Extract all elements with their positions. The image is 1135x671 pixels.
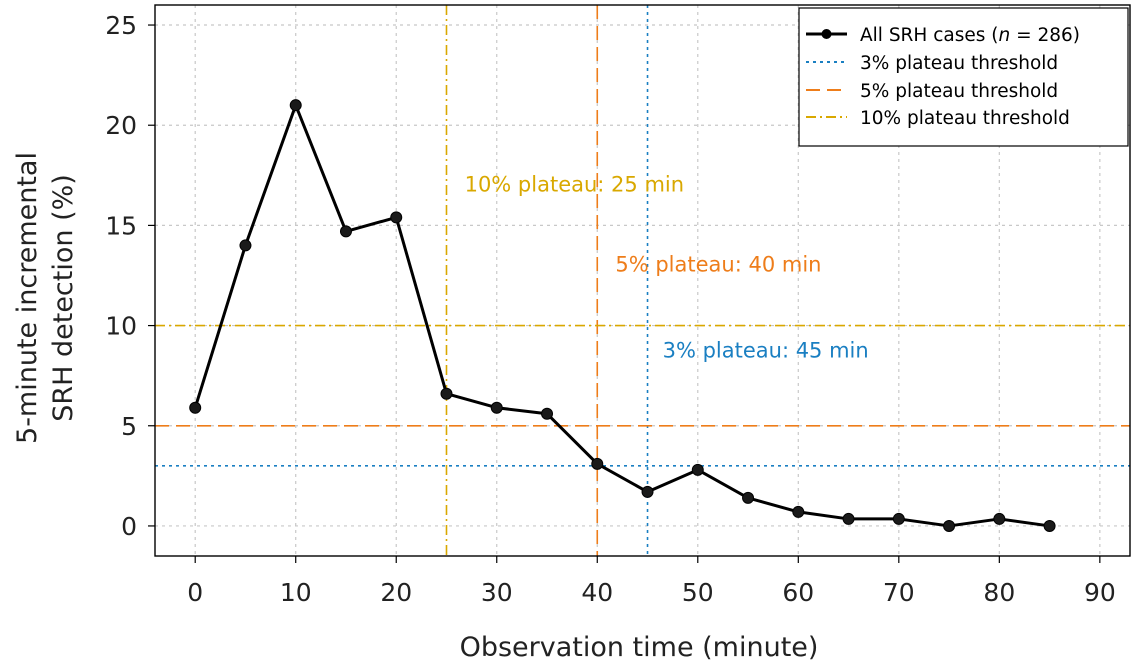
legend-label-10pct: 10% plateau threshold: [860, 108, 1070, 129]
y-tick-label-15: 15: [105, 211, 137, 240]
legend-series-prefix: All SRH cases (: [860, 25, 998, 46]
axis-ticks: 0 10 20 30 40 50 60 70 80 90 0 5 10 15 20 25: [105, 11, 1116, 607]
x-tick-label-40: 40: [581, 578, 613, 607]
x-axis-title: Observation time (minute): [460, 632, 819, 663]
legend-label-series: All SRH cases (n = 286): [860, 25, 1080, 46]
annotation-3pct: 3% plateau: 45 min: [663, 339, 869, 363]
legend-marker-series: [821, 29, 832, 39]
x-tick-label-60: 60: [782, 578, 814, 607]
legend-label-3pct: 3% plateau threshold: [860, 53, 1058, 74]
data-point-x80: [993, 512, 1006, 525]
x-tick-label-20: 20: [380, 578, 412, 607]
x-tick-label-30: 30: [481, 578, 513, 607]
annotation-5pct: 5% plateau: 40 min: [615, 252, 821, 276]
annotation-10pct: 10% plateau: 25 min: [465, 172, 684, 196]
data-point-x50: [691, 463, 704, 476]
y-tick-label-25: 25: [105, 11, 137, 40]
y-tick-label-10: 10: [105, 312, 137, 341]
y-tick-label-20: 20: [105, 111, 137, 140]
legend-box: [798, 7, 1129, 147]
x-tick-label-0: 0: [187, 578, 203, 607]
threshold-lines: [155, 5, 1130, 556]
series-line-0: [193, 103, 1050, 528]
x-tick-label-10: 10: [280, 578, 312, 607]
y-axis-title-line-2: SRH detection (%): [48, 174, 79, 422]
x-tick-label-50: 50: [682, 578, 714, 607]
data-point-x70: [892, 512, 905, 525]
x-tick-label-80: 80: [983, 578, 1015, 607]
legend-label-5pct: 5% plateau threshold: [860, 81, 1058, 102]
data-point-x30: [490, 401, 503, 414]
data-point-x85: [1043, 519, 1056, 532]
plot-frame: [154, 4, 1131, 557]
data-point-x25: [440, 387, 453, 400]
data-point-x15: [339, 225, 352, 238]
threshold-annotations: 3% plateau: 45 min 5% plateau: 40 min 10% …: [465, 172, 869, 362]
y-tick-label-5: 5: [121, 412, 137, 441]
x-tick-label-90: 90: [1084, 578, 1116, 607]
data-point-x5: [239, 239, 252, 252]
data-point-x75: [943, 519, 956, 532]
data-point-x65: [842, 512, 855, 525]
legend: All SRH cases (n = 286) 3% plateau thres…: [798, 7, 1129, 147]
legend-series-suffix: = 286): [1010, 25, 1080, 46]
y-axis-title-line-1: 5-minute incremental: [12, 152, 43, 444]
x-tick-label-70: 70: [883, 578, 915, 607]
data-point-x35: [541, 407, 554, 420]
data-point-x40: [591, 457, 604, 470]
data-point-x55: [742, 491, 755, 504]
y-tick-label-0: 0: [121, 512, 137, 541]
data-point-x45: [641, 485, 654, 498]
data-point-x20: [390, 211, 403, 224]
data-point-x10: [289, 99, 302, 112]
legend-series-n: n: [998, 25, 1010, 46]
data-point-x60: [792, 505, 805, 518]
data-series: [189, 99, 1056, 532]
data-point-x0: [189, 401, 202, 414]
